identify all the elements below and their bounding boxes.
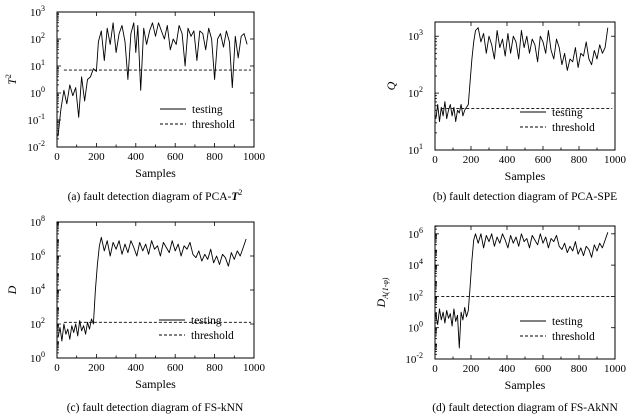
panel-3-y-tick-label: 104 [30,282,45,297]
panel-4-x-tick-label: 1000 [604,363,627,375]
panel-2-x-tick-label: 200 [463,154,480,166]
panel-3: 0 200 400 600 800 1000 100 102 104 106 108 Samples D… [5,214,266,414]
panel-4-y-tick-label: 100 [408,320,423,335]
panel-1-y-tick-label: 10-2 [27,139,45,154]
panel-2-testing-line [435,27,609,123]
panel-3-y-tick-label: 102 [30,316,45,331]
panel-1-x-tick-label: 400 [128,151,145,163]
panel-4-legend-label: testing [552,316,583,328]
panel-1-x-tick-label: 600 [167,151,184,163]
panel-1: 0 200 400 600 800 1000 10-2 10-1 100 101 102 103 Sam… [4,4,266,203]
panel-1-y-tick-label: 103 [30,4,45,19]
panel-4-y-axis-label: DA(1-φ) [374,277,390,308]
panel-4-x-tick-label: 400 [499,363,516,375]
panel-4-y-tick-label: 10-2 [405,351,423,366]
panel-4-y-tick-label: 104 [408,257,423,272]
panel-3-x-tick-label: 400 [128,362,145,374]
panel-4-testing-line [435,232,609,349]
panel-3-legend-label: threshold [191,330,234,342]
panel-1-y-tick-label: 101 [30,58,45,73]
panel-2: 0 200 400 600 800 1000 101 102 103 Samples Qtestin… [384,21,627,203]
panel-1-y-axis-label: T2 [4,74,19,85]
panel-1-x-tick-label: 200 [88,151,105,163]
panel-3-x-tick-label: 0 [54,362,60,374]
panel-4-x-tick-label: 800 [571,363,588,375]
panel-1-x-tick-label: 0 [54,151,60,163]
panel-1-legend-label: testing [192,104,223,116]
panel-1-x-axis-label: Samples [135,166,176,180]
panel-1-y-tick-label: 102 [30,31,45,46]
panel-3-x-axis-label: Samples [135,377,176,391]
panel-3-x-tick-label: 800 [206,362,223,374]
panel-3-x-tick-label: 600 [167,362,184,374]
panel-4-y-tick-label: 102 [408,288,423,303]
panel-3-y-tick-label: 100 [30,350,45,365]
panel-2-y-tick-label: 103 [408,28,423,43]
panel-2-x-tick-label: 600 [535,154,552,166]
panel-4-legend-label: threshold [552,331,595,343]
panel-2-x-tick-label: 400 [499,154,516,166]
panel-1-y-tick-label: 10-1 [27,112,45,127]
panel-2-y-axis-label: Q [384,81,398,90]
panel-3-y-tick-label: 108 [30,214,45,229]
panel-2-x-axis-label: Samples [505,169,546,183]
panel-3-x-tick-label: 1000 [243,362,266,374]
panel-4-x-tick-label: 200 [463,363,480,375]
panel-1-caption: (a) fault detection diagram of PCA-T2 [68,188,243,203]
panel-3-y-tick-label: 106 [30,248,45,263]
panel-1-x-tick-label: 1000 [243,151,266,163]
panel-3-caption: (c) fault detection diagram of FS-kNN [67,402,244,414]
panel-2-x-tick-label: 800 [571,154,588,166]
panel-4-x-tick-label: 0 [432,363,438,375]
panel-4-y-tick-label: 106 [408,226,423,241]
panel-2-legend-label: testing [552,107,583,119]
panel-2-x-tick-label: 1000 [604,154,627,166]
panel-3-y-axis-label: D [5,285,19,295]
panel-4: 0 200 400 600 800 1000 10-2 100 102 104 106 Samples… [374,225,627,414]
panel-3-x-tick-label: 200 [88,362,105,374]
panel-4-x-axis-label: Samples [505,378,546,392]
panel-1-y-tick-label: 100 [30,85,45,100]
panel-3-legend-label: testing [191,315,222,327]
panel-1-legend-label: threshold [192,119,235,131]
panel-2-legend-label: threshold [552,122,595,134]
panel-4-caption: (d) fault detection diagram of FS-AkNN [432,402,618,414]
panel-2-x-tick-label: 0 [432,154,438,166]
panel-2-y-tick-label: 102 [408,85,423,100]
panel-1-x-tick-label: 800 [206,151,223,163]
panel-1-testing-line [57,22,248,137]
panel-2-y-tick-label: 101 [408,142,423,157]
panel-4-x-tick-label: 600 [535,363,552,375]
panel-3-testing-line [57,236,247,342]
panel-2-caption: (b) fault detection diagram of PCA-SPE [433,191,617,203]
